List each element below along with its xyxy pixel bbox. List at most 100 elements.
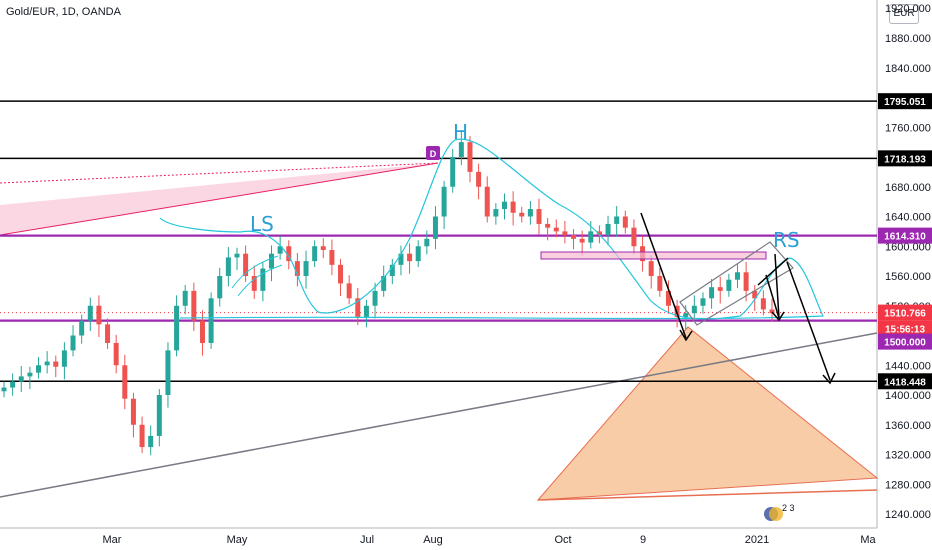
candle-body: [234, 253, 240, 258]
price-tag: 1500.000: [884, 338, 926, 349]
y-axis-ticks[interactable]: 1880.0001840.0001800.0001760.0001720.000…: [885, 3, 931, 521]
candle-body: [18, 376, 24, 382]
candle-body: [691, 305, 697, 314]
y-tick-label-partial: 1920.000: [885, 3, 931, 15]
y-tick-label: 1840.000: [885, 63, 931, 75]
candle-body: [320, 246, 326, 250]
x-tick-label: Oct: [554, 534, 571, 546]
candle-body: [441, 186, 447, 217]
candle-body: [260, 268, 266, 291]
price-tag-bg: [878, 93, 932, 110]
candle-body: [191, 290, 197, 321]
label-rs: RS: [773, 228, 800, 252]
horizontal-levels[interactable]: [0, 100, 877, 383]
wedge-edge-line: [0, 162, 439, 236]
x-tick-label: Ma: [860, 534, 876, 546]
candle-body: [96, 305, 102, 325]
candle-body: [510, 201, 516, 213]
price-tag: 1418.448: [884, 377, 926, 388]
candle-body: [432, 216, 438, 239]
candle-body: [743, 272, 749, 291]
candle-body: [519, 212, 525, 217]
candle-body: [752, 290, 758, 299]
candle-body: [665, 290, 671, 306]
candle-body: [407, 253, 413, 262]
events-count: 2 3: [782, 503, 795, 513]
candle-body: [122, 365, 128, 399]
candle-body: [734, 272, 740, 280]
candle-body: [182, 290, 188, 306]
candle-body: [363, 305, 369, 317]
price-tag-bg: [878, 150, 932, 167]
candle-body: [79, 320, 85, 336]
candlestick-series: [1, 131, 775, 456]
candle-body: [579, 238, 585, 243]
candle-body: [709, 287, 715, 299]
last-price-tag-bg: [878, 304, 932, 321]
candle-body: [225, 257, 231, 276]
candle-body: [476, 171, 482, 187]
candle-body: [251, 276, 257, 291]
candle-body: [294, 261, 300, 276]
candle-body: [657, 276, 663, 291]
projection-arrows: [640, 212, 836, 385]
candle-body: [329, 249, 335, 265]
candle-body: [501, 201, 507, 210]
x-axis-ticks[interactable]: Mar May Jul Aug Oct 9 2021 Ma: [103, 534, 877, 546]
y-tick-label: 1320.000: [885, 450, 931, 462]
x-tick-label: Mar: [103, 534, 122, 546]
candle-body: [450, 157, 456, 187]
candle-body: [484, 186, 490, 217]
resistance-box: [540, 251, 767, 260]
candle-body: [303, 261, 309, 276]
candle-body: [156, 395, 162, 436]
candle-body: [415, 246, 421, 262]
candle-body: [553, 227, 559, 232]
last-price-tag: 1510.766: [884, 309, 926, 320]
candle-body: [277, 246, 283, 254]
y-tick-label: 1400.000: [885, 390, 931, 402]
currency-button[interactable]: EUR: [889, 4, 919, 24]
dividend-badge-label: D: [430, 149, 437, 159]
candle-body: [760, 298, 766, 310]
candle-body: [467, 142, 473, 172]
candle-body: [312, 246, 318, 262]
candle-body: [588, 231, 594, 243]
candle-body: [70, 335, 76, 351]
earnings-icon[interactable]: [769, 507, 783, 521]
candle-body: [424, 238, 430, 247]
price-tag: 1795.051: [884, 97, 926, 108]
candle-body: [458, 142, 464, 157]
candle-body: [562, 231, 568, 236]
candle-body: [87, 305, 93, 321]
candle-body: [44, 361, 50, 366]
y-tick-label: 1240.000: [885, 509, 931, 521]
candle-body: [622, 216, 628, 228]
candle-body: [355, 298, 361, 317]
wedge-dotted-line: [0, 162, 439, 184]
dividend-badge[interactable]: [426, 146, 440, 160]
label-ls: LS: [250, 212, 274, 236]
candle-body: [389, 264, 395, 276]
ls-scribble: [231, 255, 283, 297]
candle-body: [346, 283, 352, 299]
candle-body: [10, 381, 16, 388]
trend-line: [0, 332, 878, 498]
candle-body: [700, 298, 706, 306]
candle-body: [571, 235, 577, 239]
candle-body: [53, 361, 59, 367]
rising-channel: [679, 241, 794, 326]
candle-body: [683, 313, 689, 317]
y-tick-label: 1440.000: [885, 360, 931, 372]
y-tick-label: 1280.000: [885, 479, 931, 491]
price-tags: 1795.051 1718.193 1614.310 1418.448 1510.766…: [878, 93, 932, 390]
candle-body: [174, 305, 180, 351]
candle-body: [208, 298, 214, 343]
candle-body: [769, 309, 775, 314]
price-tag-bg: [878, 227, 932, 244]
x-tick-label: 9: [640, 534, 646, 546]
x-tick-label: 2021: [745, 534, 769, 546]
candle-body: [269, 253, 275, 269]
triangle-base-line: [537, 489, 878, 501]
